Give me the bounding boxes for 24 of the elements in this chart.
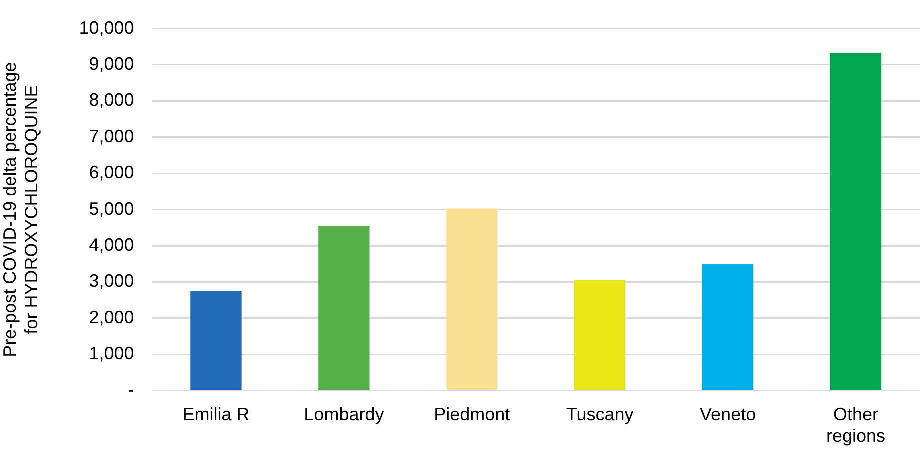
x-tick-label: Veneto <box>700 404 756 425</box>
y-tick-label: 3,000 <box>89 271 134 292</box>
y-tick-label: 1,000 <box>89 344 134 364</box>
bar <box>702 264 754 390</box>
bar <box>318 226 370 390</box>
x-tick-label: Other regions <box>826 404 886 446</box>
bar <box>190 291 242 390</box>
x-tick-label: Lombardy <box>304 404 384 425</box>
y-tick-label: 5,000 <box>89 198 134 219</box>
y-tick-label: 8,000 <box>89 90 134 110</box>
y-tick-label: 4,000 <box>89 234 134 255</box>
y-tick-label: 9,000 <box>89 54 134 74</box>
y-tick-label: 7,000 <box>89 126 134 146</box>
y-tick-label: 6,000 <box>89 162 134 183</box>
y-tick-label: 10,000 <box>79 18 134 38</box>
y-tick-label: - <box>128 380 134 400</box>
y-tick-label: 2,000 <box>89 307 134 328</box>
x-tick-label: Emilia R <box>182 404 250 425</box>
bar <box>574 280 626 390</box>
bar <box>830 53 882 390</box>
y-axis-title: Pre-post COVID-19 delta percentage for HYDROXYCHLOROQUINE <box>0 62 42 358</box>
x-tick-label: Piedmont <box>434 404 510 425</box>
bar <box>446 208 498 390</box>
x-tick-label: Tuscany <box>566 404 634 425</box>
